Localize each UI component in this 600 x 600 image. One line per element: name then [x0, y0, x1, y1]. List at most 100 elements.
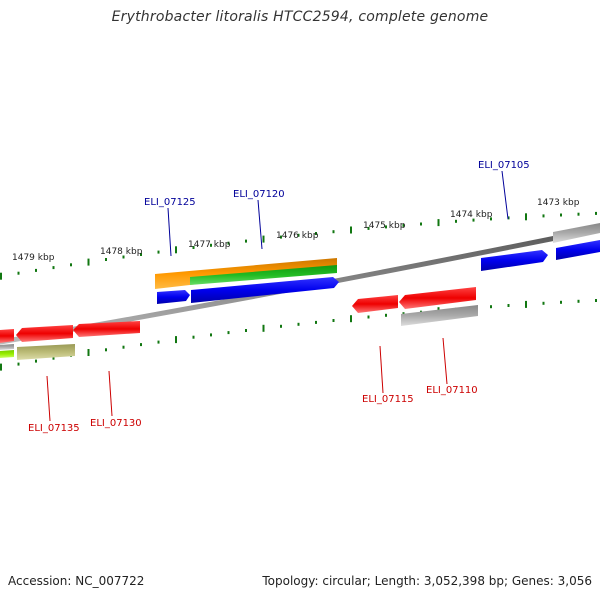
minor-tick: [245, 239, 247, 243]
minor-tick: [297, 322, 300, 326]
gene-eli-07135[interactable]: [17, 344, 75, 360]
minor-tick: [280, 235, 282, 239]
leader-eli-07125: [167, 207, 172, 257]
minor-tick: [157, 340, 160, 344]
leader-eli-07120: [257, 199, 263, 250]
minor-tick: [35, 268, 37, 272]
tick-label-1475: 1475 kbp: [363, 221, 406, 231]
leader-eli-07135: [46, 375, 51, 422]
cds-eli-07115[interactable]: [352, 295, 398, 313]
minor-tick: [332, 319, 335, 322]
minor-tick: [367, 226, 370, 230]
minor-tick: [577, 212, 580, 216]
reverse-strand-features: [0, 287, 478, 360]
leader-eli-07115: [379, 345, 384, 394]
gene-eli-07110[interactable]: [401, 305, 478, 326]
label-eli-07110[interactable]: ELI_07110: [426, 385, 478, 396]
genome-title: Erythrobacter litoralis HTCC2594, comple…: [111, 9, 489, 25]
minor-tick: [560, 300, 562, 304]
label-eli-07115[interactable]: ELI_07115: [362, 394, 414, 405]
minor-tick: [245, 329, 247, 332]
minor-tick: [385, 225, 387, 229]
cds-left-edge[interactable]: [0, 329, 14, 343]
minor-tick: [560, 213, 562, 217]
leader-eli-07130: [108, 370, 113, 417]
cds-eli-07125[interactable]: [157, 290, 190, 304]
minor-tick: [542, 214, 545, 218]
major-tick: [350, 226, 352, 234]
minor-tick: [17, 362, 20, 366]
minor-tick: [192, 335, 195, 339]
cds-eli-07110[interactable]: [399, 287, 476, 309]
minor-tick: [227, 241, 230, 245]
minor-tick: [490, 217, 492, 221]
label-eli-07120[interactable]: ELI_07120: [233, 189, 285, 200]
tick-label-1479: 1479 kbp: [12, 253, 55, 263]
minor-tick: [122, 255, 125, 259]
major-tick: [0, 272, 2, 280]
minor-tick: [122, 345, 125, 349]
tick-labels: 1479 kbp 1478 kbp 1477 kbp 1476 kbp 1475…: [12, 198, 580, 263]
accession-text: Accession: NC_007722: [8, 574, 145, 588]
major-tick: [0, 363, 2, 371]
major-tick: [350, 315, 352, 323]
minor-tick: [490, 305, 492, 309]
major-tick: [525, 300, 527, 308]
green-feature[interactable]: [190, 265, 337, 285]
gene-right-gray[interactable]: [553, 223, 600, 243]
minor-tick: [402, 223, 405, 227]
genome-summary-text: Topology: circular; Length: 3,052,398 bp…: [262, 574, 592, 588]
label-eli-07130[interactable]: ELI_07130: [90, 418, 142, 429]
major-tick: [87, 349, 90, 356]
minor-tick: [52, 356, 55, 360]
minor-tick: [367, 315, 370, 319]
tick-label-1474: 1474 kbp: [450, 210, 493, 220]
minor-tick: [227, 331, 230, 335]
gray-feature-left[interactable]: [0, 344, 14, 350]
cds-eli-07130[interactable]: [73, 321, 140, 337]
minor-tick: [385, 313, 387, 317]
minor-tick: [455, 219, 457, 223]
upper-tick-ring: [0, 211, 597, 280]
minor-tick: [105, 348, 107, 352]
minor-tick: [507, 216, 510, 220]
cds-eli-07120[interactable]: [191, 277, 339, 303]
major-tick: [87, 258, 90, 266]
tick-label-1473: 1473 kbp: [537, 198, 580, 208]
major-tick: [525, 213, 527, 221]
leader-eli-07105: [501, 170, 509, 220]
cds-right-edge[interactable]: [556, 240, 600, 260]
minor-tick: [17, 271, 20, 275]
label-eli-07105[interactable]: ELI_07105: [478, 160, 530, 171]
tick-label-1478: 1478 kbp: [100, 247, 143, 257]
minor-tick: [332, 230, 335, 234]
tick-label-1476: 1476 kbp: [276, 231, 319, 241]
cds-eli-07135[interactable]: [16, 325, 73, 342]
gene-labels: ELI_07125 ELI_07120 ELI_07105 ELI_07115 …: [28, 160, 530, 434]
minor-tick: [402, 312, 405, 316]
major-tick: [437, 219, 440, 227]
label-eli-07125[interactable]: ELI_07125: [144, 197, 196, 208]
minor-tick: [140, 343, 142, 347]
minor-tick: [472, 218, 475, 222]
minor-tick: [157, 250, 160, 254]
minor-tick: [315, 232, 317, 235]
minor-tick: [210, 333, 212, 337]
minor-tick: [105, 258, 107, 261]
minor-tick: [35, 359, 37, 363]
minor-tick: [595, 211, 597, 215]
label-eli-07135[interactable]: ELI_07135: [28, 423, 80, 434]
minor-tick: [577, 299, 580, 303]
leader-eli-07110: [442, 337, 448, 385]
minor-tick: [420, 222, 422, 226]
major-tick: [175, 246, 177, 254]
minor-tick: [507, 304, 510, 307]
minor-tick: [210, 243, 212, 247]
major-tick: [262, 324, 265, 332]
lime-feature-left[interactable]: [0, 350, 14, 358]
major-tick: [262, 235, 265, 243]
minor-tick: [192, 246, 195, 249]
minor-tick: [315, 320, 317, 324]
cds-eli-07105[interactable]: [481, 250, 548, 271]
minor-tick: [140, 253, 142, 256]
